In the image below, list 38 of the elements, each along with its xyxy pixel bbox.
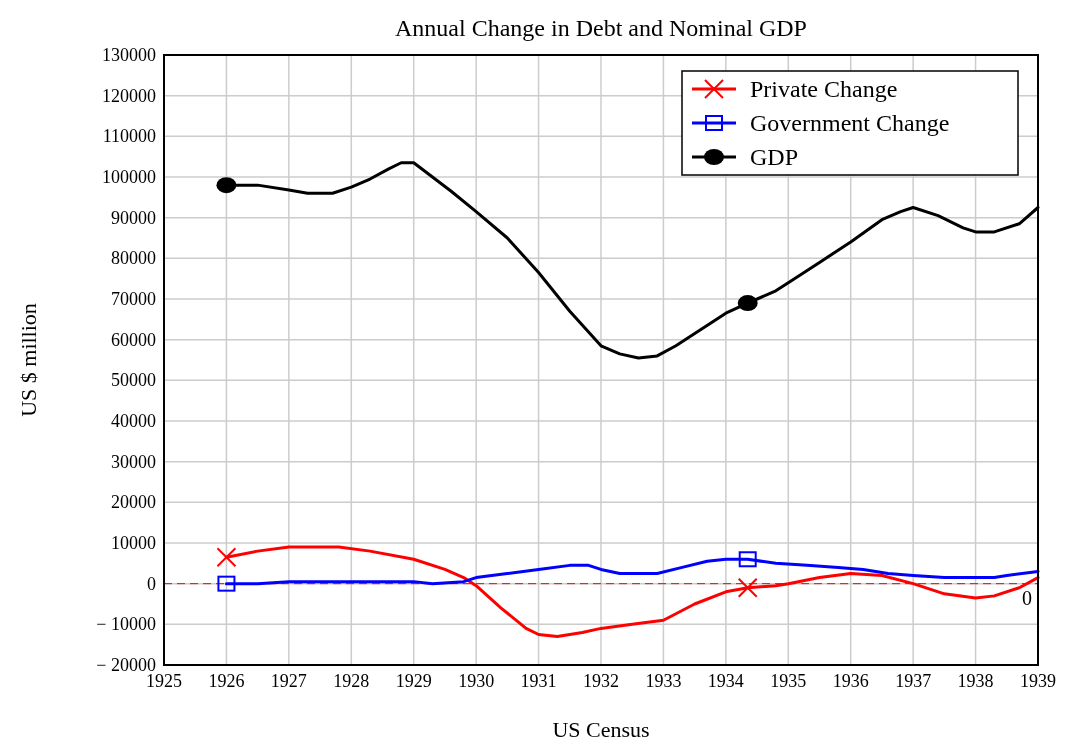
y-axis-title: US $ million	[16, 303, 41, 417]
x-tick-label: 1931	[520, 671, 557, 691]
y-tick-label: 60000	[111, 329, 156, 350]
y-tick-label: 80000	[111, 248, 156, 269]
legend-label: Private Change	[750, 76, 898, 102]
x-tick-label: 1935	[770, 671, 807, 691]
y-tick-label: 30000	[111, 451, 156, 472]
x-tick-label: 1928	[333, 671, 370, 691]
chart-title: Annual Change in Debt and Nominal GDP	[395, 15, 807, 41]
ref-line-label: 0	[1022, 586, 1032, 609]
x-tick-label: 1939	[1020, 671, 1056, 691]
y-tick-label: 10000	[111, 533, 156, 553]
y-tick-label: 130000	[102, 45, 156, 65]
legend-label: Government Change	[750, 110, 950, 136]
y-tick-label: 110000	[102, 126, 156, 147]
y-tick-label: 40000	[111, 411, 156, 431]
y-tick-label: 70000	[111, 289, 156, 309]
x-axis-title: US Census	[552, 717, 650, 742]
point	[738, 551, 757, 568]
x-tick-label: 1930	[458, 671, 495, 691]
x-tick-label: 1936	[832, 671, 869, 691]
x-tick-label: 1938	[957, 671, 994, 691]
x-tick-label: 1926	[208, 671, 245, 691]
y-tick-label: 50000	[111, 370, 156, 391]
x-tick-label: 1934	[707, 671, 744, 691]
x-tick-label: 1933	[645, 671, 682, 691]
point	[217, 575, 236, 592]
y-tick-label: 90000	[111, 207, 156, 228]
y-tick-label: 0	[147, 573, 156, 594]
x-tick-label: 1932	[583, 671, 619, 691]
x-tick-label: 1927	[270, 671, 307, 691]
y-tick-label: 20000	[111, 492, 156, 513]
x-tick-label: 1937	[895, 671, 932, 691]
x-tick-label: 1929	[395, 671, 432, 691]
y-tick-label: 100000	[102, 167, 156, 187]
y-tick-label: − 10000	[96, 614, 156, 635]
legend-label: GDP	[750, 144, 799, 170]
y-tick-label: 120000	[102, 85, 156, 106]
